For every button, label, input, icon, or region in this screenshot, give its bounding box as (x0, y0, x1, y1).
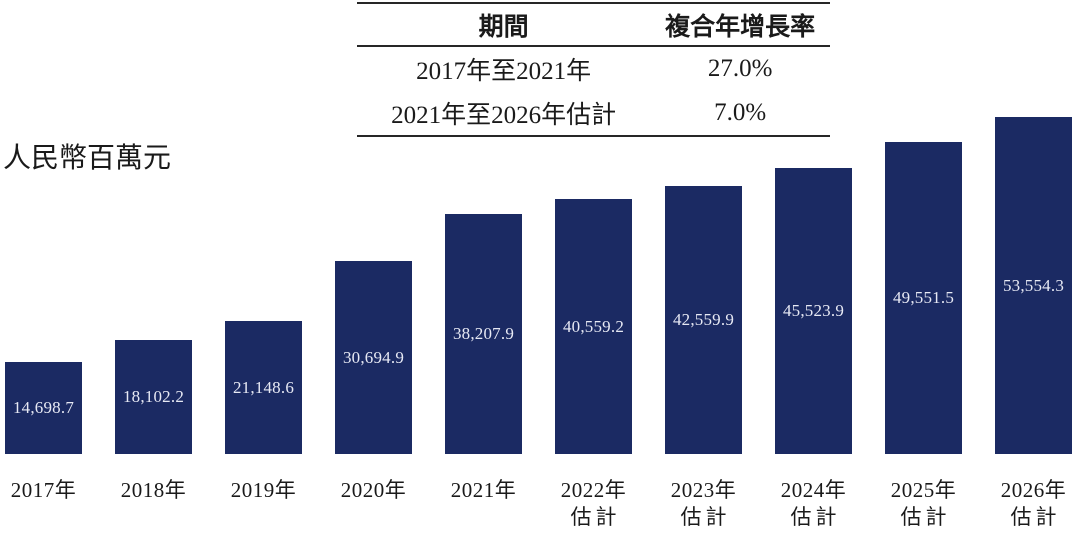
bar: 14,698.7 (5, 362, 82, 454)
bar-value-label: 30,694.9 (342, 347, 405, 367)
bar-column: 53,554.3 2026年估計 (995, 117, 1072, 533)
bar-chart: 14,698.7 2017年 18,102.2 2018年 21,148.6 2019年 3… (5, 110, 1072, 533)
cagr-row-value: 7.0% (714, 99, 767, 126)
bar-column: 18,102.2 2018年 (115, 340, 192, 533)
bar-value-label: 14,698.7 (12, 398, 75, 417)
x-axis-tick-line: 2022年 (560, 478, 627, 502)
bar-value-label: 40,559.2 (562, 316, 625, 336)
bar-column: 38,207.9 2021年 (445, 214, 522, 533)
x-axis-tick-line: 估計 (680, 505, 731, 529)
bar: 40,559.2 (555, 199, 632, 454)
bar: 49,551.5 (885, 142, 962, 454)
bar: 30,694.9 (335, 261, 412, 454)
bar: 21,148.6 (225, 321, 302, 454)
x-axis-tick-line: 估計 (1010, 505, 1061, 529)
x-axis-tick-line: 估計 (790, 505, 841, 529)
bar: 18,102.2 (115, 340, 192, 454)
x-axis-tick-label: 2017年 (11, 477, 77, 533)
cagr-table-header-row: 期間 複合年增長率 (357, 4, 830, 47)
x-axis-tick-label: 2019年 (231, 477, 297, 533)
x-axis-tick-line: 2025年 (890, 478, 957, 502)
bar-column: 49,551.5 2025年估計 (885, 142, 962, 533)
bar-value-label: 53,554.3 (1002, 275, 1065, 295)
bar-column: 21,148.6 2019年 (225, 321, 302, 533)
x-axis-tick-label: 2023年估計 (671, 477, 737, 533)
bar: 53,554.3 (995, 117, 1072, 454)
bar-column: 40,559.2 2022年估計 (555, 199, 632, 533)
cagr-table-row: 2021年至2026年估計 7.0% (357, 91, 830, 135)
cagr-row-period: 2017年至2021年 (416, 58, 592, 85)
bar-value-label: 38,207.9 (452, 324, 515, 343)
bar-value-label: 21,148.6 (232, 377, 295, 397)
bar: 42,559.9 (665, 186, 742, 454)
bar-column: 45,523.9 2024年估計 (775, 168, 852, 533)
x-axis-tick-line: 2021年 (450, 478, 517, 502)
bar-column: 30,694.9 2020年 (335, 261, 412, 533)
x-axis-tick-line: 2018年 (120, 478, 187, 502)
x-axis-tick-line: 估計 (900, 505, 951, 529)
cagr-row-period: 2021年至2026年估計 (391, 102, 617, 129)
x-axis-tick-line: 2017年 (10, 478, 77, 502)
x-axis-tick-line: 估計 (570, 505, 621, 529)
x-axis-tick-label: 2025年估計 (891, 477, 957, 533)
x-axis-tick-line: 2019年 (230, 478, 297, 502)
bar-value-label: 49,551.5 (892, 288, 955, 307)
x-axis-tick-line: 2023年 (670, 478, 737, 502)
x-axis-tick-line: 2024年 (780, 478, 847, 502)
x-axis-tick-line: 2026年 (1000, 478, 1067, 502)
cagr-table-header-period: 期間 (478, 12, 529, 41)
bar: 45,523.9 (775, 168, 852, 454)
bar-value-label: 45,523.9 (782, 301, 845, 320)
bar-column: 14,698.7 2017年 (5, 362, 82, 533)
x-axis-tick-label: 2024年估計 (781, 477, 847, 533)
bar-value-label: 42,559.9 (672, 310, 735, 329)
cagr-table-header-cagr: 複合年增長率 (665, 12, 816, 41)
x-axis-tick-label: 2026年估計 (1001, 477, 1067, 533)
cagr-row-value: 27.0% (707, 55, 773, 82)
x-axis-tick-label: 2020年 (341, 477, 407, 533)
cagr-table: 期間 複合年增長率 2017年至2021年 27.0% 2021年至2026年估… (357, 2, 830, 137)
bar-value-label: 18,102.2 (122, 387, 185, 406)
x-axis-tick-label: 2021年 (451, 477, 517, 533)
cagr-table-row: 2017年至2021年 27.0% (357, 47, 830, 91)
x-axis-tick-line: 2020年 (340, 478, 407, 502)
x-axis-tick-label: 2022年估計 (561, 477, 627, 533)
y-axis-unit-label: 人民幣百萬元 (3, 143, 172, 174)
x-axis-tick-label: 2018年 (121, 477, 187, 533)
bar: 38,207.9 (445, 214, 522, 454)
bar-column: 42,559.9 2023年估計 (665, 186, 742, 533)
